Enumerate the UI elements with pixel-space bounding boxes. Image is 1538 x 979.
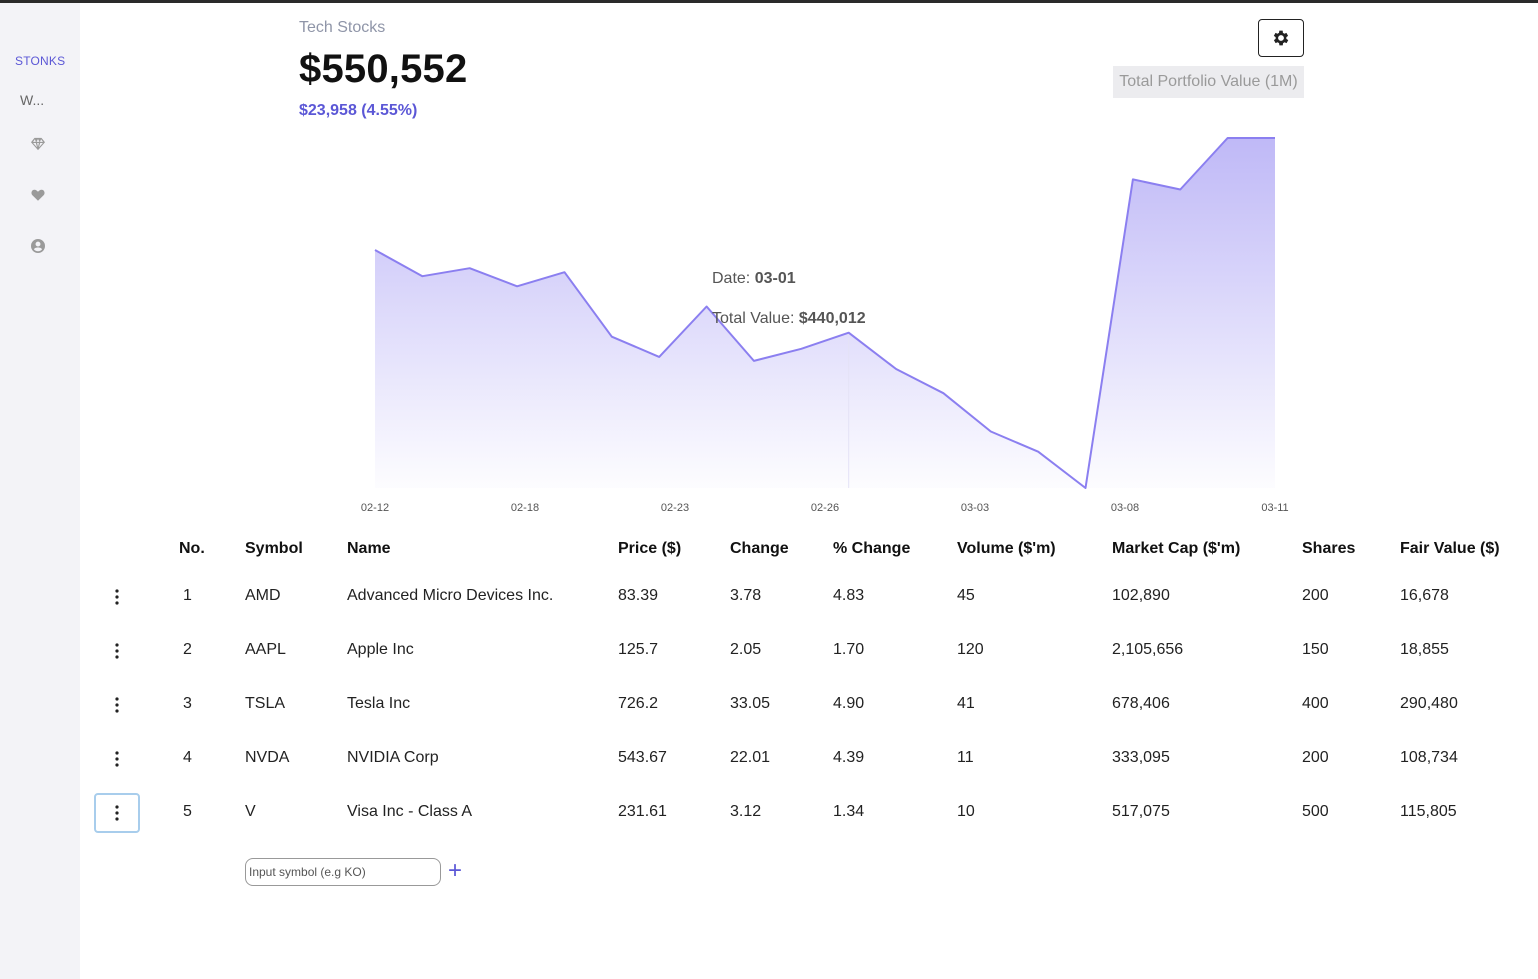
cell-volume: 120 [957,641,984,658]
column-header-symbol[interactable]: Symbol [245,540,303,557]
cell-pct-change: 1.70 [833,641,865,658]
cell-no: 5 [183,803,192,820]
cell-change: 22.01 [730,749,771,766]
cell-pct-change: 4.83 [833,587,865,604]
cell-shares: 200 [1302,749,1329,766]
column-header-shares[interactable]: Shares [1302,540,1356,557]
cell-name[interactable]: Tesla Inc [347,695,411,712]
cell-fair-value: 18,855 [1400,641,1449,658]
cell-no: 1 [183,587,192,604]
column-header-price[interactable]: Price ($) [618,540,682,557]
cell-shares: 200 [1302,587,1329,604]
cell-fair-value: 108,734 [1400,749,1458,766]
cell-market-cap: 678,406 [1112,695,1170,712]
portfolio-change: $23,958 (4.55%) [299,102,418,119]
window-top-border [0,0,1538,3]
heart-icon[interactable] [29,186,47,204]
portfolio-total-value: $550,552 [299,47,468,91]
cell-symbol[interactable]: NVDA [245,749,290,766]
row-menu-button[interactable] [94,577,140,617]
row-menu-button[interactable] [94,685,140,725]
cell-no: 2 [183,641,192,658]
column-header-volume[interactable]: Volume ($'m) [957,540,1056,557]
chart-tooltip: Date: 03-01 Total Value: $440,012 [712,268,866,348]
cell-price: 543.67 [618,749,667,766]
cell-symbol[interactable]: AAPL [245,641,286,658]
column-header-change[interactable]: Change [730,540,789,557]
cell-volume: 41 [957,695,975,712]
chart-range-label[interactable]: Total Portfolio Value (1M) [1113,66,1304,98]
cell-name[interactable]: NVIDIA Corp [347,749,439,766]
cell-symbol[interactable]: TSLA [245,695,286,712]
cell-name[interactable]: Advanced Micro Devices Inc. [347,587,554,604]
column-header-name[interactable]: Name [347,540,391,557]
cell-market-cap: 517,075 [1112,803,1170,820]
add-symbol-button[interactable]: + [447,857,462,884]
cell-change: 3.78 [730,587,762,604]
column-header-market-cap[interactable]: Market Cap ($'m) [1112,540,1241,557]
cell-change: 2.05 [730,641,762,658]
workspace-label[interactable]: W... [20,92,45,108]
cell-fair-value: 16,678 [1400,587,1449,604]
portfolio-name: Tech Stocks [299,19,386,36]
cell-price: 726.2 [618,695,659,712]
kebab-icon [115,589,119,605]
row-menu-button[interactable] [94,793,140,833]
x-tick-label: 03-03 [961,502,989,514]
cell-pct-change: 1.34 [833,803,865,820]
row-menu-button[interactable] [94,631,140,671]
cell-shares: 150 [1302,641,1329,658]
tooltip-date: Date: 03-01 [712,270,796,287]
cell-market-cap: 102,890 [1112,587,1170,604]
cell-price: 231.61 [618,803,667,820]
cell-volume: 45 [957,587,975,604]
x-tick-label: 03-08 [1111,502,1139,514]
brand-logo-text[interactable]: STONKS [15,54,66,68]
cell-symbol[interactable]: AMD [245,587,281,604]
cell-volume: 10 [957,803,975,820]
cell-symbol[interactable]: V [245,803,256,820]
settings-button[interactable] [1258,19,1304,57]
kebab-icon [115,805,119,821]
column-header-pct-change[interactable]: % Change [833,540,911,557]
row-menu-button[interactable] [94,739,140,779]
user-circle-icon[interactable] [29,237,47,255]
gem-icon[interactable] [29,135,47,153]
symbol-input[interactable] [245,858,441,886]
cell-market-cap: 2,105,656 [1112,641,1184,658]
x-tick-label: 02-12 [361,502,389,514]
kebab-icon [115,697,119,713]
cell-price: 83.39 [618,587,659,604]
cell-name[interactable]: Apple Inc [347,641,414,658]
kebab-icon [115,751,119,767]
cell-no: 4 [183,749,192,766]
cell-change: 3.12 [730,803,762,820]
x-tick-label: 02-26 [811,502,839,514]
tooltip-total-value: $440,012 [798,310,866,327]
cell-volume: 11 [957,749,974,766]
gear-icon [1273,30,1289,46]
cell-pct-change: 4.39 [833,749,865,766]
cell-price: 125.7 [618,641,659,658]
sidebar: STONKS W... [0,3,80,979]
tooltip-date-value: 03-01 [754,270,796,287]
cell-shares: 500 [1302,803,1329,820]
cell-name[interactable]: Visa Inc - Class A [347,803,473,820]
cell-change: 33.05 [730,695,771,712]
tooltip-value: Total Value: $440,012 [712,310,866,327]
x-tick-label: 02-23 [661,502,689,514]
column-header-fair-value[interactable]: Fair Value ($) [1400,540,1500,557]
column-header-no[interactable]: No. [179,540,205,557]
kebab-icon [115,643,119,659]
cell-fair-value: 290,480 [1400,695,1458,712]
cell-no: 3 [183,695,192,712]
cell-market-cap: 333,095 [1112,749,1170,766]
cell-fair-value: 115,805 [1400,803,1457,820]
x-tick-label: 02-18 [511,502,539,514]
x-tick-label: 03-11 [1261,502,1288,514]
cell-pct-change: 4.90 [833,695,865,712]
cell-shares: 400 [1302,695,1329,712]
